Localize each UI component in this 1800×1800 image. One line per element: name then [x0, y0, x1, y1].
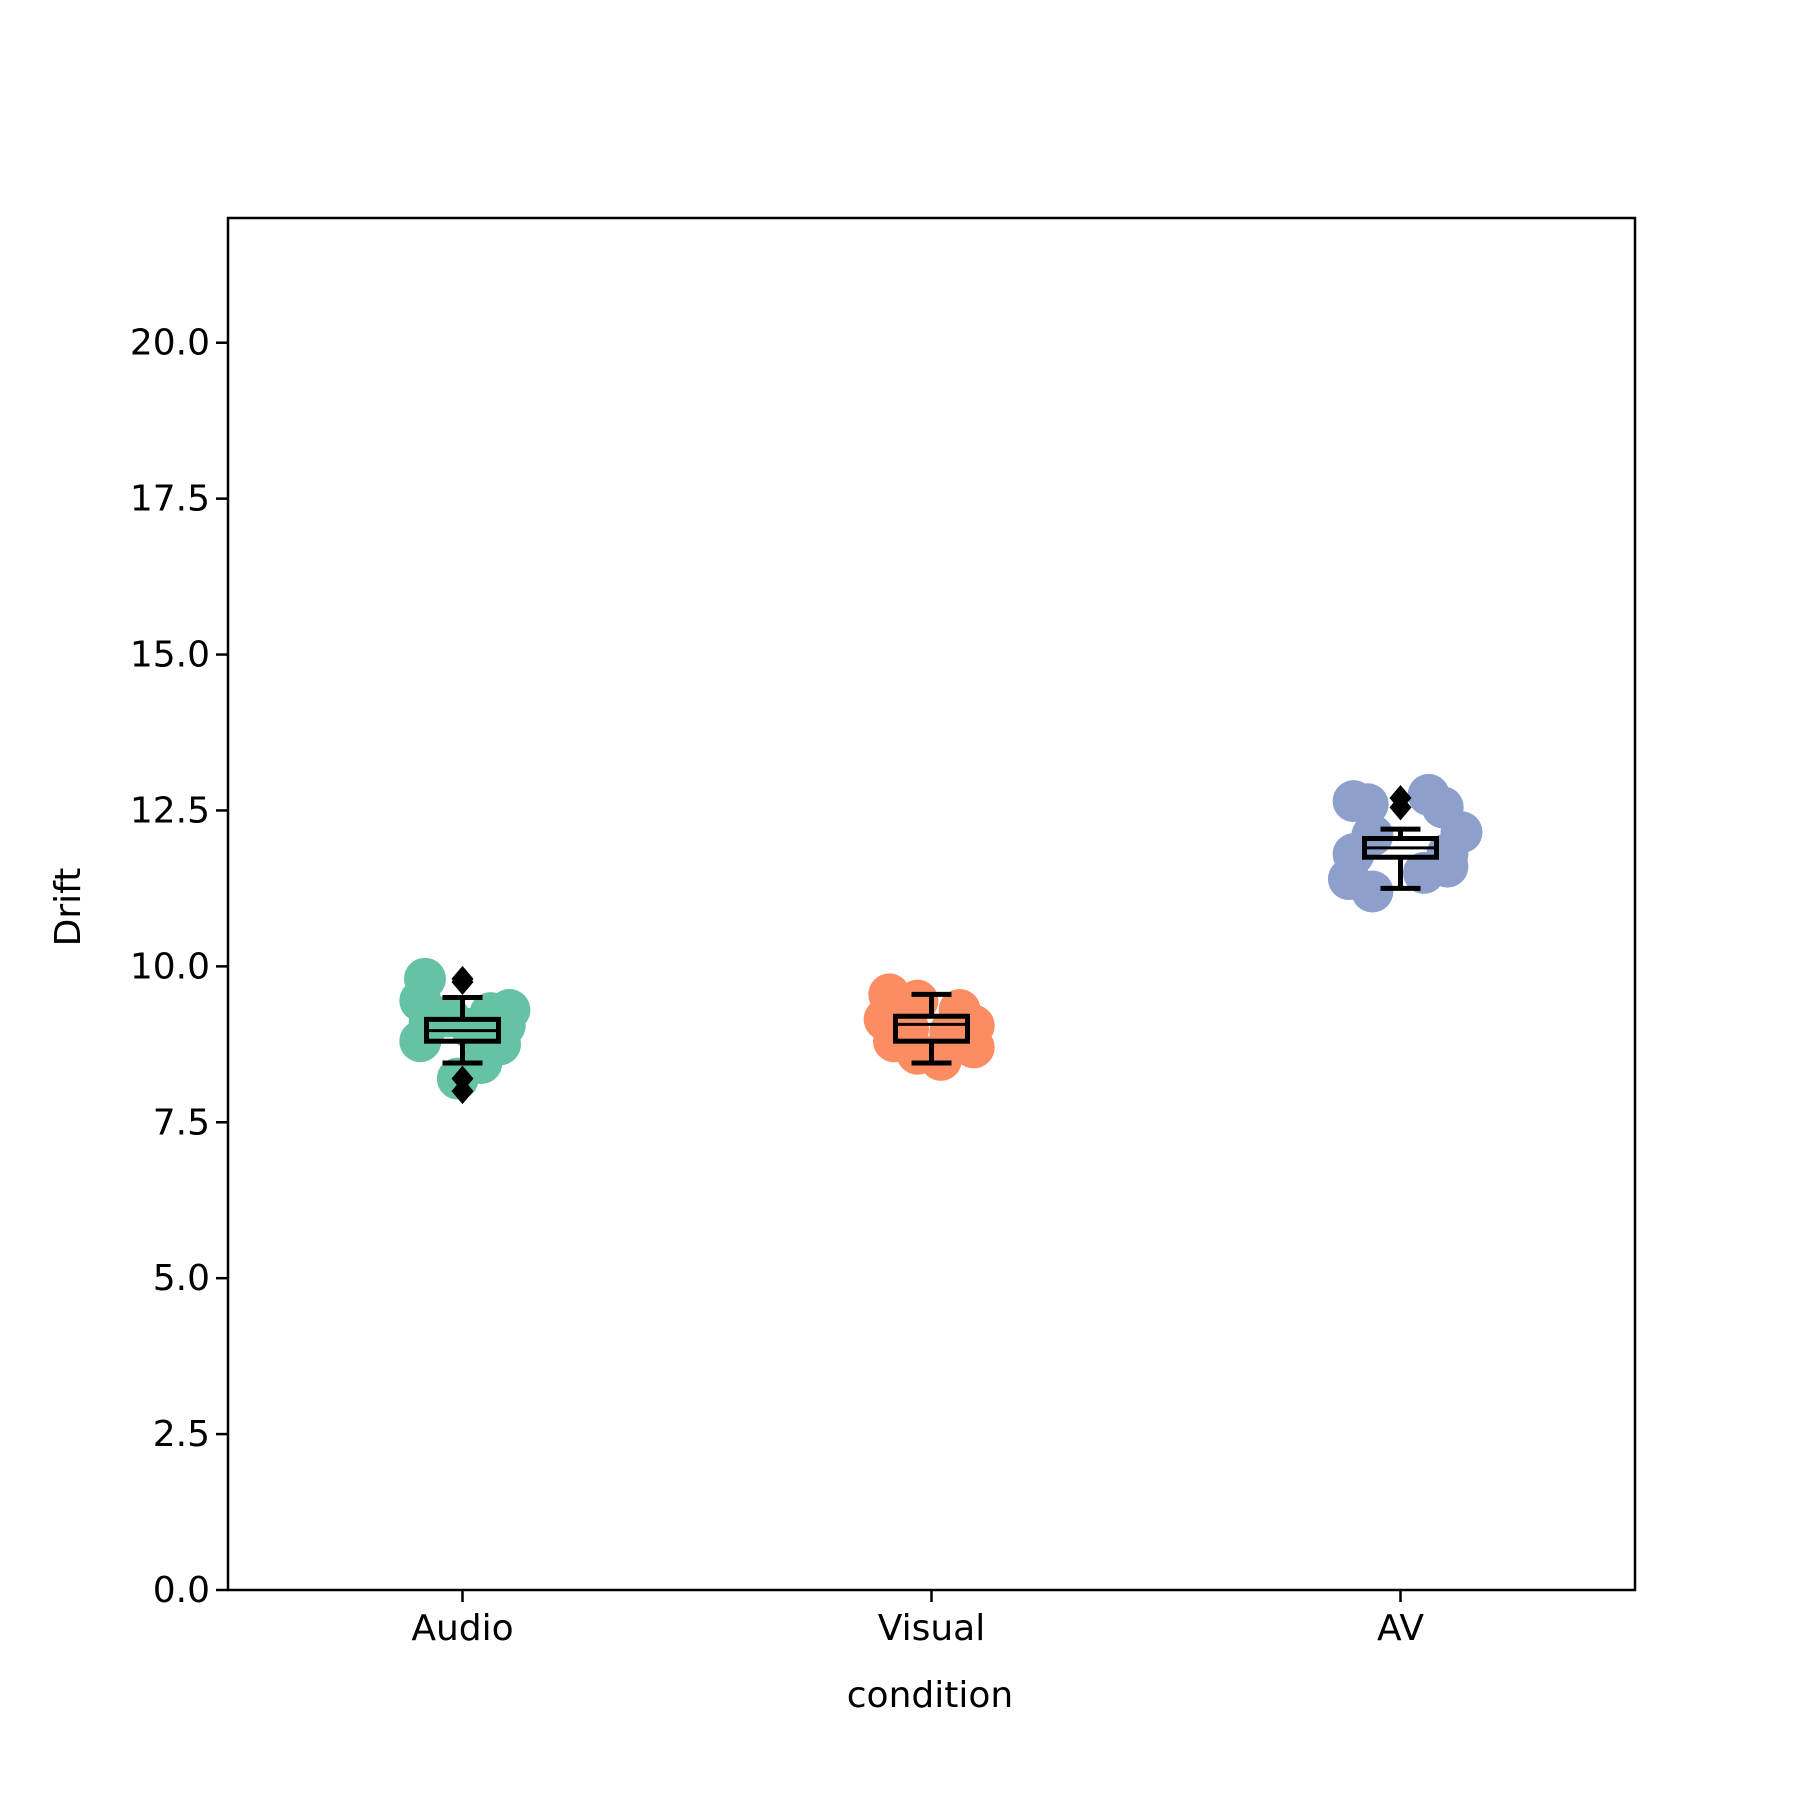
points-layer: [399, 773, 1483, 1100]
y-tick-label: 2.5: [153, 1414, 210, 1455]
data-point: [1351, 814, 1394, 857]
plot-frame: [226, 216, 1637, 1592]
y-tick-label: 7.5: [153, 1102, 210, 1143]
y-tick-label: 5.0: [153, 1258, 210, 1299]
x-tick-label: Visual: [878, 1608, 985, 1649]
x-axis: Audio Visual AV: [411, 1590, 1424, 1649]
outlier-marker: [451, 1065, 474, 1092]
data-point: [1351, 870, 1394, 913]
iqr-box: [893, 1013, 970, 1044]
y-axis-label: Drift: [48, 868, 89, 947]
y-tick-label: 17.5: [130, 479, 210, 520]
x-tick-label: Audio: [411, 1608, 513, 1649]
x-tick-label: AV: [1377, 1608, 1424, 1649]
y-tick-label: 12.5: [130, 790, 210, 831]
outlier-marker: [451, 965, 474, 992]
y-tick-label: 0.0: [153, 1570, 210, 1611]
data-point: [1402, 851, 1445, 894]
x-axis-label: condition: [847, 1675, 1013, 1716]
y-tick-label: 15.0: [130, 635, 210, 676]
outlier-marker: [1389, 784, 1412, 811]
data-point: [1346, 783, 1389, 826]
boxes-layer: [424, 784, 1439, 1105]
y-axis: 0.0 2.5 5.0 7.5 10.0 12.5 15.0 17.5 20.0: [130, 323, 228, 1611]
y-tick-label: 10.0: [130, 946, 210, 987]
y-tick-label: 20.0: [130, 323, 210, 364]
